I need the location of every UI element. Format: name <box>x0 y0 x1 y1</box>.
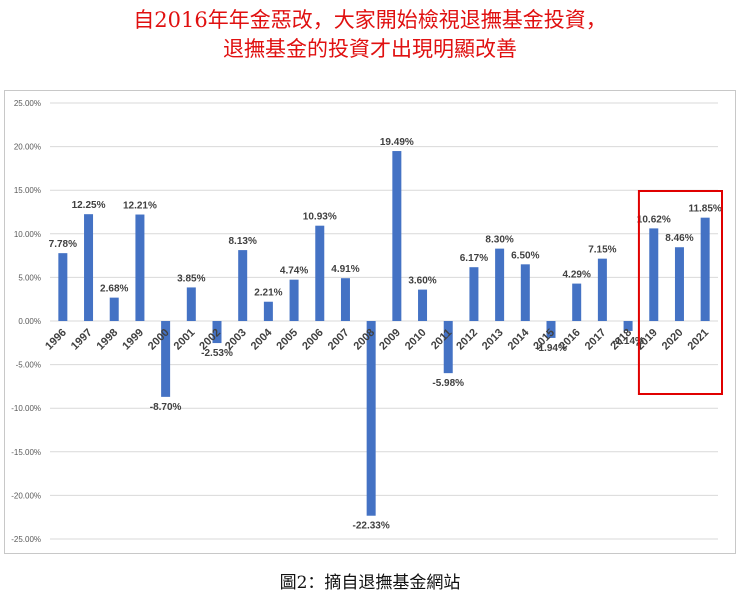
x-category-label: 2009 <box>377 327 403 353</box>
x-category-label: 2021 <box>685 327 711 353</box>
figure-caption: 圖2：摘自退撫基金網站 <box>279 573 461 593</box>
x-category-label: 2017 <box>583 327 609 353</box>
y-tick-label: 5.00% <box>18 273 41 282</box>
plot-area-frame <box>4 90 736 554</box>
bar-2015 <box>546 321 556 338</box>
data-label: 8.30% <box>485 235 513 246</box>
bar-2020 <box>674 247 684 321</box>
data-label: -22.33% <box>353 521 390 532</box>
bar-2014 <box>520 264 530 321</box>
bar-2004 <box>263 301 273 321</box>
bar-2001 <box>186 287 196 321</box>
bar-1997 <box>84 214 94 321</box>
headline-line-1: 自2016年年金惡改，大家開始檢視退撫基金投資， <box>133 8 607 32</box>
x-category-label: 2004 <box>249 326 275 352</box>
bar-2002 <box>212 321 222 344</box>
headline-line-2: 退撫基金的投資才出現明顯改善 <box>223 37 517 61</box>
data-label: 11.85% <box>688 204 721 215</box>
bar-2003 <box>238 250 248 321</box>
data-label: 4.91% <box>331 264 359 275</box>
data-label: -1.94% <box>535 343 567 354</box>
chart-headline: 自2016年年金惡改，大家開始檢視退撫基金投資， 退撫基金的投資才出現明顯改善 <box>0 6 740 64</box>
bar-2013 <box>495 248 505 321</box>
x-category-label: 1998 <box>95 327 121 353</box>
y-tick-label: 0.00% <box>18 317 41 326</box>
x-category-label: 2012 <box>454 327 480 353</box>
x-category-label: 1996 <box>43 327 69 353</box>
bar-2018 <box>623 321 633 331</box>
x-category-label: 2006 <box>300 327 326 353</box>
bar-1998 <box>109 297 119 321</box>
x-category-label: 2001 <box>172 327 198 353</box>
data-label: 7.78% <box>49 239 77 250</box>
data-label: -8.70% <box>150 402 182 413</box>
bar-2000 <box>161 321 171 397</box>
data-label: 6.17% <box>460 253 488 264</box>
data-label: 19.49% <box>380 137 414 148</box>
highlight-box-2019-2021 <box>637 190 724 395</box>
data-label: -5.98% <box>432 378 464 389</box>
x-category-label: 1997 <box>69 327 95 353</box>
data-label: 10.62% <box>637 214 671 225</box>
y-tick-label: 10.00% <box>14 230 41 239</box>
y-tick-label: 25.00% <box>14 99 41 108</box>
bar-2008 <box>366 321 376 516</box>
bar-1999 <box>135 214 145 321</box>
bar-2019 <box>649 228 659 321</box>
data-label: 2.68% <box>100 284 128 295</box>
bar-2021 <box>700 217 710 321</box>
x-category-label: 2020 <box>660 327 686 353</box>
data-label: 2.21% <box>254 288 282 299</box>
data-label: 3.60% <box>408 276 436 287</box>
bar-2011 <box>443 321 453 374</box>
data-label: 12.21% <box>123 201 157 212</box>
data-label: 12.25% <box>72 200 106 211</box>
y-tick-label: -15.00% <box>11 448 41 457</box>
bar-2009 <box>392 151 402 321</box>
bar-1996 <box>58 253 68 321</box>
bar-2005 <box>289 279 299 321</box>
y-tick-label: -25.00% <box>11 535 41 544</box>
bar-2010 <box>418 289 428 321</box>
bar-2007 <box>340 278 350 321</box>
bar-2012 <box>469 267 479 321</box>
data-label: -1.14% <box>612 336 644 347</box>
x-category-label: 2010 <box>403 327 429 353</box>
x-category-label: 2005 <box>274 327 300 353</box>
bar-2006 <box>315 225 325 321</box>
data-label: 8.13% <box>229 236 257 247</box>
data-label: 6.50% <box>511 250 539 261</box>
y-tick-label: 20.00% <box>14 143 41 152</box>
y-tick-label: -10.00% <box>11 404 41 413</box>
bar-2016 <box>572 283 582 321</box>
data-label: 7.15% <box>588 245 616 256</box>
x-category-label: 2014 <box>506 326 532 352</box>
data-label: -2.53% <box>201 348 233 359</box>
x-category-label: 1999 <box>120 327 146 353</box>
y-tick-label: -5.00% <box>16 361 41 370</box>
data-label: 8.46% <box>665 233 693 244</box>
data-label: 4.29% <box>563 270 591 281</box>
x-category-label: 2013 <box>480 327 506 353</box>
y-tick-label: 15.00% <box>14 186 41 195</box>
bar-2017 <box>597 258 607 321</box>
data-label: 10.93% <box>303 212 337 223</box>
data-label: 4.74% <box>280 266 308 277</box>
x-category-label: 2007 <box>326 327 352 353</box>
data-label: 3.85% <box>177 273 205 284</box>
annual-return-bar-chart: 25.00% 20.00% 15.00% 10.00% 5.00% 0.00% -5.00%… <box>11 99 724 544</box>
y-tick-label: -20.00% <box>11 491 41 500</box>
